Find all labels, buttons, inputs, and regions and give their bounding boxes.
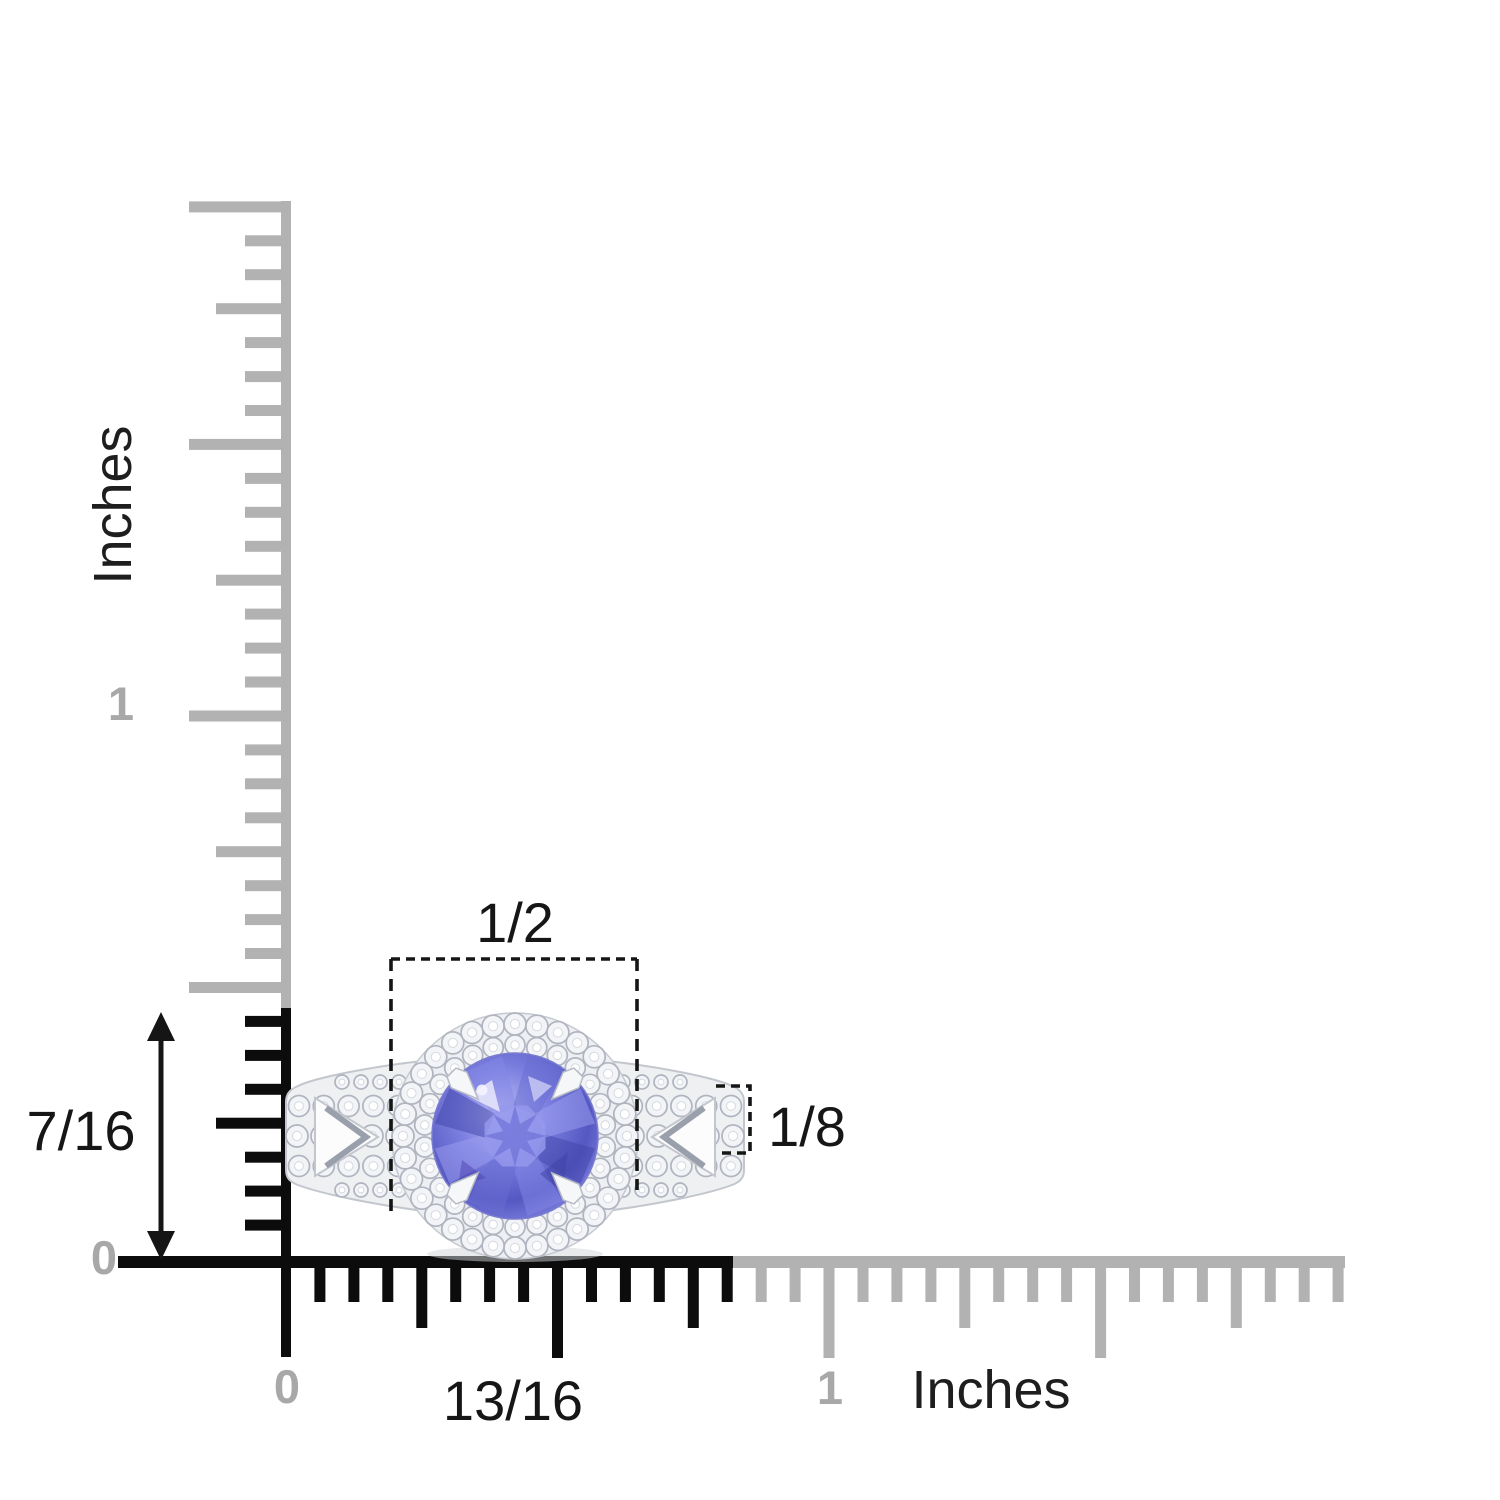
vertical-ruler: [189, 201, 291, 1357]
ring-image: [285, 1012, 745, 1262]
band-width-annotation-label: 1/8: [768, 1095, 846, 1158]
vertical-ruler-zero-label: 0: [90, 1231, 118, 1284]
vertical-ruler-one-label: 1: [107, 677, 135, 730]
dimension-annotations: [147, 957, 752, 1260]
horizontal-ruler: [118, 1256, 1345, 1358]
halo-width-annotation-label: 1/2: [476, 891, 554, 954]
horizontal-ruler-zero-label: 0: [273, 1360, 301, 1413]
horizontal-ruler-unit-label: Inches: [911, 1360, 1071, 1420]
vertical-ruler-unit-label: Inches: [83, 425, 143, 585]
overall-width-annotation-label: 13/16: [442, 1369, 584, 1432]
ring-height-annotation-label: 7/16: [26, 1099, 136, 1162]
horizontal-ruler-one-label: 1: [816, 1361, 844, 1414]
